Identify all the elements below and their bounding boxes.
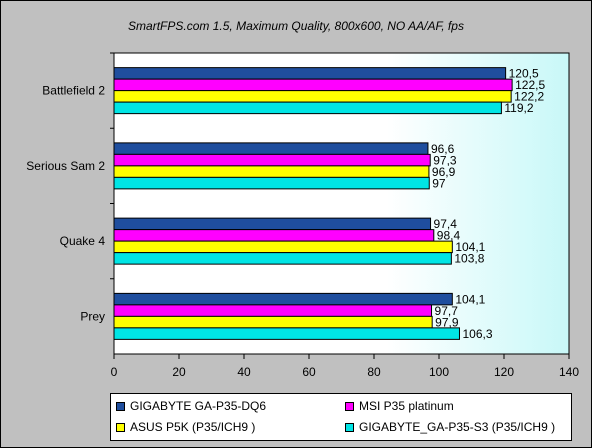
- bar: [113, 176, 430, 190]
- legend-item: GIGABYTE GA-P35-DQ6: [116, 397, 266, 415]
- category-label: Quake 4: [60, 234, 106, 248]
- bar: [113, 153, 431, 167]
- data-label: 97,9: [435, 315, 459, 329]
- data-label: 97,7: [435, 304, 459, 318]
- bar: [113, 78, 513, 92]
- legend-label: ASUS P5K (P35/ICH9 ): [130, 420, 256, 434]
- legend-label: GIGABYTE_GA-P35-S3 (P35/ICH9 ): [359, 420, 556, 434]
- legend-label: GIGABYTE GA-P35-DQ6: [130, 399, 267, 413]
- data-label: 103,8: [454, 252, 484, 266]
- bar: [113, 229, 435, 242]
- x-tick-label: 100: [429, 365, 449, 379]
- legend: GIGABYTE GA-P35-DQ6 MSI P35 platinum ASUS …: [110, 393, 572, 441]
- legend-item: MSI P35 platinum: [345, 397, 454, 415]
- data-label: 120,5: [509, 67, 539, 81]
- legend-swatch: [345, 401, 354, 411]
- legend-label: MSI P35 platinum: [359, 399, 454, 413]
- data-label: 104,1: [455, 240, 485, 254]
- data-label: 98,4: [437, 229, 461, 243]
- category-label: Serious Sam 2: [26, 159, 105, 173]
- x-tick-label: 80: [367, 365, 381, 379]
- bar: [113, 142, 429, 155]
- category-label: Prey: [80, 309, 105, 323]
- legend-swatch: [116, 422, 125, 432]
- legend-swatch: [116, 401, 125, 411]
- data-label: 122,2: [514, 90, 544, 104]
- data-label: 97,3: [433, 153, 457, 167]
- bar: [113, 327, 460, 340]
- data-label: 119,2: [504, 101, 533, 115]
- data-label: 106,3: [462, 327, 492, 341]
- bar: [113, 217, 432, 231]
- x-tick-label: 120: [494, 365, 514, 379]
- x-tick-label: 40: [237, 365, 251, 379]
- x-axis: 0 20 40 60 80 100 120 140: [111, 354, 579, 379]
- bar: [113, 90, 512, 103]
- x-tick-label: 140: [559, 365, 579, 379]
- legend-item: GIGABYTE_GA-P35-S3 (P35/ICH9 ): [345, 418, 555, 436]
- data-label: 97: [432, 176, 446, 190]
- x-tick-label: 20: [172, 365, 186, 379]
- chart-title: SmartFPS.com 1.5, Maximum Quality, 800x6…: [128, 19, 464, 33]
- x-tick-label: 0: [111, 365, 118, 379]
- data-label: 96,6: [431, 142, 455, 156]
- bar: [113, 101, 502, 115]
- bar: [113, 165, 430, 178]
- bar: [113, 315, 433, 329]
- category-axis: Battlefield 2 Serious Sam 2 Quake 4 Prey: [26, 52, 114, 323]
- bar: [113, 240, 453, 254]
- data-label: 97,4: [434, 217, 458, 231]
- data-label: 122,5: [515, 78, 545, 92]
- x-tick-label: 60: [302, 365, 316, 379]
- data-label: 96,9: [432, 165, 456, 179]
- data-label: 104,1: [455, 292, 485, 306]
- bar: [113, 292, 453, 306]
- legend-swatch: [345, 422, 354, 432]
- bar: [113, 252, 452, 265]
- bar: [113, 304, 433, 317]
- legend-item: ASUS P5K (P35/ICH9 ): [116, 418, 255, 436]
- category-label: Battlefield 2: [42, 84, 105, 98]
- bar: [113, 67, 507, 80]
